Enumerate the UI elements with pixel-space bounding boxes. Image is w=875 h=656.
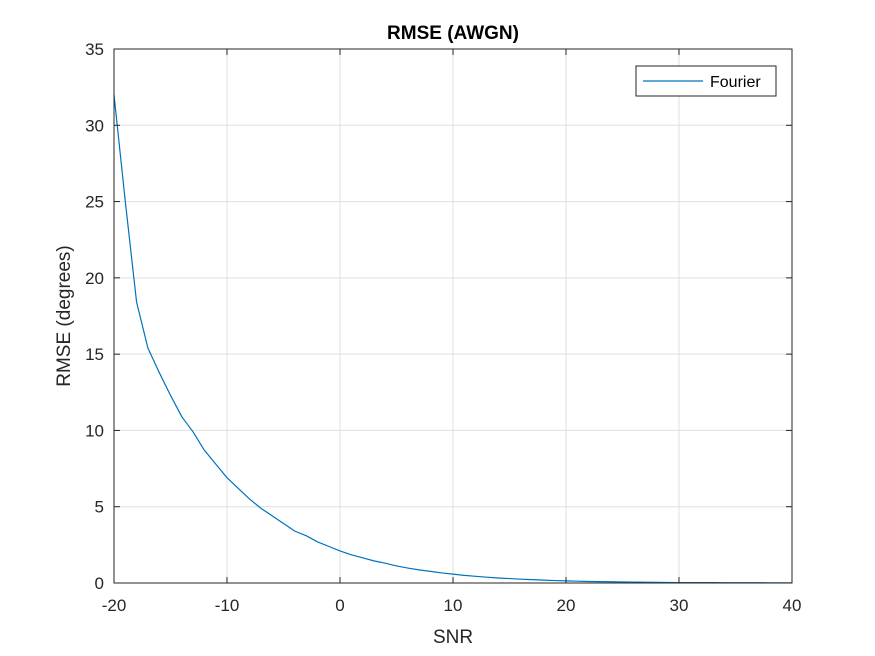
x-axis-label: SNR bbox=[433, 627, 473, 648]
y-tick-label: 5 bbox=[95, 498, 104, 517]
x-tick-label: 40 bbox=[783, 596, 802, 615]
y-tick-label: 10 bbox=[85, 421, 104, 440]
chart-title: RMSE (AWGN) bbox=[387, 23, 519, 44]
tick-labels: -20 -10 0 10 20 30 40 0 5 10 15 20 25 30 35 bbox=[85, 40, 801, 615]
x-tick-label: 30 bbox=[670, 596, 689, 615]
ticks bbox=[113, 48, 793, 584]
y-tick-label: 30 bbox=[85, 116, 104, 135]
y-axis-label: RMSE (degrees) bbox=[54, 245, 75, 387]
legend: Fourier bbox=[635, 65, 777, 97]
x-tick-label: 10 bbox=[444, 596, 463, 615]
y-tick-label: 20 bbox=[85, 269, 104, 288]
legend-label-fourier: Fourier bbox=[710, 74, 761, 91]
x-tick-label: 0 bbox=[335, 596, 344, 615]
y-tick-label: 35 bbox=[85, 40, 104, 59]
y-tick-label: 15 bbox=[85, 345, 104, 364]
x-tick-label: 20 bbox=[557, 596, 576, 615]
y-tick-label: 0 bbox=[95, 574, 104, 593]
x-tick-label: -10 bbox=[215, 596, 240, 615]
x-tick-label: -20 bbox=[102, 596, 127, 615]
y-tick-label: 25 bbox=[85, 193, 104, 212]
